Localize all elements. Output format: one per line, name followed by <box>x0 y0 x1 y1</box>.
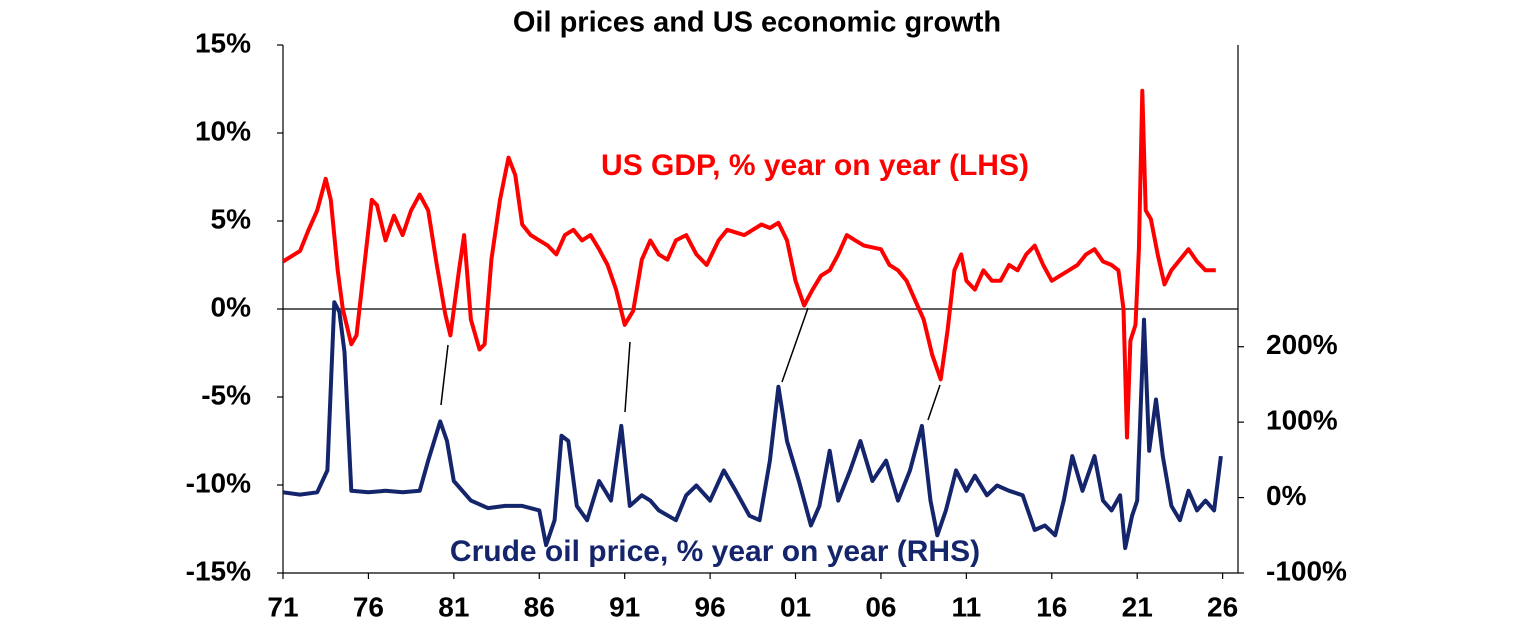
connector <box>624 341 631 413</box>
connectors <box>440 307 941 421</box>
connector <box>781 307 809 383</box>
connector <box>440 344 449 406</box>
y-tick-label: 0% <box>211 291 252 322</box>
chart-title: Oil prices and US economic growth <box>513 7 1001 39</box>
y2-tick-label: 100% <box>1266 405 1338 436</box>
series-label: Crude oil price, % year on year (RHS) <box>450 535 980 568</box>
x-tick-label: 96 <box>695 591 726 622</box>
data-line <box>282 300 1223 551</box>
series-label: US GDP, % year on year (LHS) <box>601 149 1029 182</box>
y-tick-label: -5% <box>201 379 251 410</box>
y-tick-label: -10% <box>186 467 251 498</box>
connector <box>927 384 941 421</box>
x-tick-label: 06 <box>865 591 896 622</box>
y2-tick-label: 200% <box>1266 329 1338 360</box>
x-tick-label: 11 <box>952 591 982 622</box>
data-line <box>281 88 1216 440</box>
y-tick-label: 10% <box>195 115 251 146</box>
x-tick-label: 71 <box>267 591 298 622</box>
y-tick-label: 5% <box>211 203 252 234</box>
x-tick-label: 86 <box>524 591 555 622</box>
x-tick-label: 26 <box>1207 591 1238 622</box>
y2-tick-label: 0% <box>1266 480 1307 511</box>
x-tick-label: 01 <box>780 591 811 622</box>
y-tick-label: -15% <box>186 555 251 586</box>
y2-tick-label: -100% <box>1266 555 1347 586</box>
x-tick-label: 16 <box>1036 591 1067 622</box>
plot-area: 15% 10% 5% 0% -5% -10% -15% 200% 100% 0% -100% 71 76… <box>186 27 1347 622</box>
x-tick-label: 21 <box>1122 591 1153 622</box>
x-tick-label: 81 <box>438 591 469 622</box>
x-tick-label: 91 <box>609 591 640 622</box>
x-tick-label: 76 <box>353 591 384 622</box>
y-tick-label: 15% <box>195 27 251 58</box>
